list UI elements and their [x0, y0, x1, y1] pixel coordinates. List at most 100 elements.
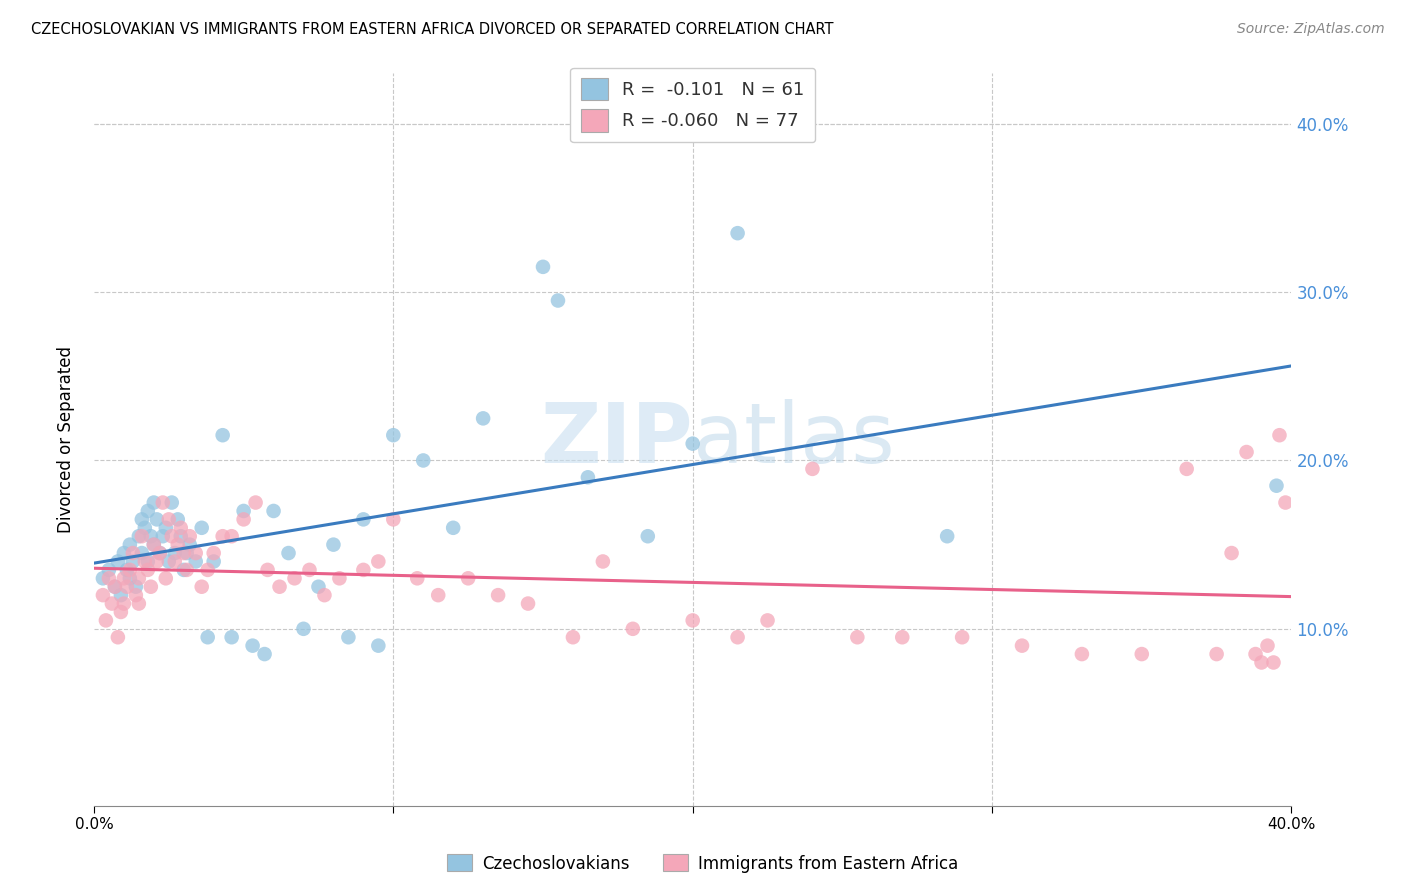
Point [107, 554, 129, 568]
Point [173, 546, 195, 560]
Point [179, 538, 201, 552]
Point [1205, 647, 1227, 661]
Point [142, 538, 165, 552]
Point [283, 571, 305, 585]
Point [1175, 462, 1198, 476]
Y-axis label: Divorced or Separated: Divorced or Separated [58, 346, 75, 533]
Text: atlas: atlas [693, 399, 894, 480]
Point [197, 563, 219, 577]
Point [163, 546, 186, 560]
Point [576, 470, 599, 484]
Point [139, 529, 162, 543]
Point [382, 428, 405, 442]
Point [412, 453, 434, 467]
Point [155, 571, 177, 585]
Point [155, 521, 177, 535]
Point [142, 495, 165, 509]
Point [1011, 639, 1033, 653]
Point [112, 597, 135, 611]
Point [269, 580, 291, 594]
Legend: R =  -0.101   N = 61, R = -0.060   N = 77: R = -0.101 N = 61, R = -0.060 N = 77 [569, 68, 815, 143]
Point [221, 630, 243, 644]
Point [1256, 639, 1278, 653]
Point [891, 630, 914, 644]
Point [1263, 656, 1285, 670]
Point [1130, 647, 1153, 661]
Point [457, 571, 479, 585]
Point [1250, 656, 1272, 670]
Point [149, 546, 172, 560]
Point [134, 521, 156, 535]
Point [136, 563, 159, 577]
Point [118, 538, 141, 552]
Point [592, 554, 614, 568]
Point [125, 588, 148, 602]
Point [561, 630, 583, 644]
Point [1236, 445, 1258, 459]
Text: ZIP: ZIP [540, 399, 693, 480]
Point [211, 428, 233, 442]
Point [142, 538, 165, 552]
Point [1070, 647, 1092, 661]
Point [367, 639, 389, 653]
Point [91, 571, 114, 585]
Point [128, 529, 150, 543]
Point [131, 512, 153, 526]
Text: Source: ZipAtlas.com: Source: ZipAtlas.com [1237, 22, 1385, 37]
Point [621, 622, 644, 636]
Point [427, 588, 450, 602]
Point [179, 529, 201, 543]
Point [190, 580, 212, 594]
Point [936, 529, 959, 543]
Point [104, 580, 127, 594]
Point [173, 563, 195, 577]
Point [1244, 647, 1267, 661]
Point [298, 563, 321, 577]
Point [112, 571, 135, 585]
Point [337, 630, 360, 644]
Point [146, 512, 169, 526]
Point [125, 580, 148, 594]
Point [118, 571, 141, 585]
Point [517, 597, 540, 611]
Point [163, 554, 186, 568]
Point [107, 630, 129, 644]
Point [277, 546, 299, 560]
Point [139, 580, 162, 594]
Point [170, 521, 193, 535]
Point [292, 622, 315, 636]
Point [110, 588, 132, 602]
Point [472, 411, 495, 425]
Point [682, 614, 704, 628]
Point [136, 504, 159, 518]
Point [94, 614, 117, 628]
Point [176, 563, 198, 577]
Point [1265, 479, 1288, 493]
Point [232, 512, 254, 526]
Point [253, 647, 276, 661]
Point [637, 529, 659, 543]
Point [166, 538, 188, 552]
Point [727, 630, 749, 644]
Point [121, 546, 143, 560]
Point [149, 546, 172, 560]
Point [245, 495, 267, 509]
Point [352, 563, 374, 577]
Point [727, 226, 749, 240]
Point [152, 495, 174, 509]
Point [110, 605, 132, 619]
Point [184, 546, 207, 560]
Point [367, 554, 389, 568]
Point [242, 639, 264, 653]
Text: CZECHOSLOVAKIAN VS IMMIGRANTS FROM EASTERN AFRICA DIVORCED OR SEPARATED CORRELAT: CZECHOSLOVAKIAN VS IMMIGRANTS FROM EASTE… [31, 22, 834, 37]
Point [1274, 495, 1296, 509]
Point [118, 563, 141, 577]
Point [846, 630, 869, 644]
Point [131, 546, 153, 560]
Point [115, 580, 138, 594]
Point [531, 260, 554, 274]
Point [134, 554, 156, 568]
Point [406, 571, 429, 585]
Point [128, 597, 150, 611]
Point [1220, 546, 1243, 560]
